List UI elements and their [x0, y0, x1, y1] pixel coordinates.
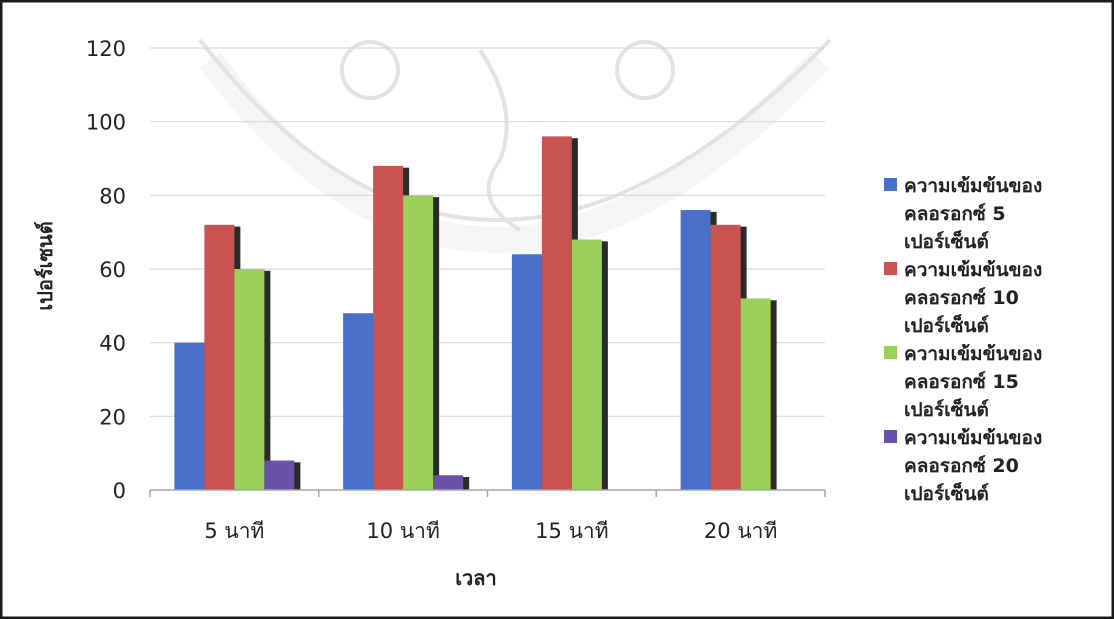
x-category-label: 20 นาที	[704, 519, 777, 543]
bar	[680, 210, 711, 491]
bar	[710, 224, 741, 491]
legend-swatch	[884, 430, 897, 443]
bar	[571, 239, 602, 490]
bar	[403, 195, 434, 491]
x-axis-title: เวลา	[455, 566, 497, 590]
y-axis-tick-labels: 0 20 40 60 80 100 120	[86, 37, 126, 503]
y-tick-label: 20	[99, 405, 126, 429]
y-tick-label: 40	[99, 332, 126, 356]
y-tick-label: 120	[86, 37, 126, 61]
bar	[740, 298, 771, 490]
x-category-label: 5 นาที	[204, 519, 264, 543]
bar	[541, 136, 572, 490]
legend-swatch	[884, 262, 897, 275]
legend-label: ความเข้มข้นของ	[904, 259, 1042, 281]
bar	[343, 313, 374, 490]
legend-label: เปอร์เซ็นต์	[904, 229, 989, 253]
legend-swatch	[884, 178, 897, 191]
y-tick-label: 100	[86, 111, 126, 135]
bar	[373, 165, 404, 490]
x-category-label: 15 นาที	[535, 519, 608, 543]
legend-label: คลอรอกซ์ 5	[904, 203, 1006, 225]
emblem-watermark	[198, 38, 832, 253]
legend-label: คลอรอกซ์ 20	[904, 455, 1019, 477]
bar	[511, 254, 542, 490]
legend-swatch	[884, 346, 897, 359]
x-axis-category-labels: 5 นาที 10 นาที 15 นาที 20 นาที	[204, 519, 777, 543]
y-tick-label: 0	[113, 479, 126, 503]
y-tick-label: 80	[99, 184, 126, 208]
bar	[433, 475, 464, 490]
bar	[264, 460, 295, 490]
bars	[174, 136, 777, 491]
legend-label: เปอร์เซ็นต์	[904, 313, 989, 337]
bar	[174, 342, 205, 490]
x-category-label: 10 นาที	[366, 519, 439, 543]
bar	[204, 224, 235, 491]
legend-label: คลอรอกซ์ 10	[904, 287, 1019, 309]
bar	[234, 269, 265, 490]
legend-label: ความเข้มข้นของ	[904, 175, 1042, 197]
legend-label: ความเข้มข้นของ	[904, 343, 1042, 365]
y-axis-title: เปอร์เซนต์	[33, 221, 57, 310]
legend-label: เปอร์เซ็นต์	[904, 397, 989, 421]
legend-label: คลอรอกซ์ 15	[904, 371, 1019, 393]
legend-label: ความเข้มข้นของ	[904, 427, 1042, 449]
x-axis-ticks	[149, 490, 826, 497]
legend-label: เปอร์เซ็นต์	[904, 481, 989, 505]
y-tick-label: 60	[99, 258, 126, 282]
